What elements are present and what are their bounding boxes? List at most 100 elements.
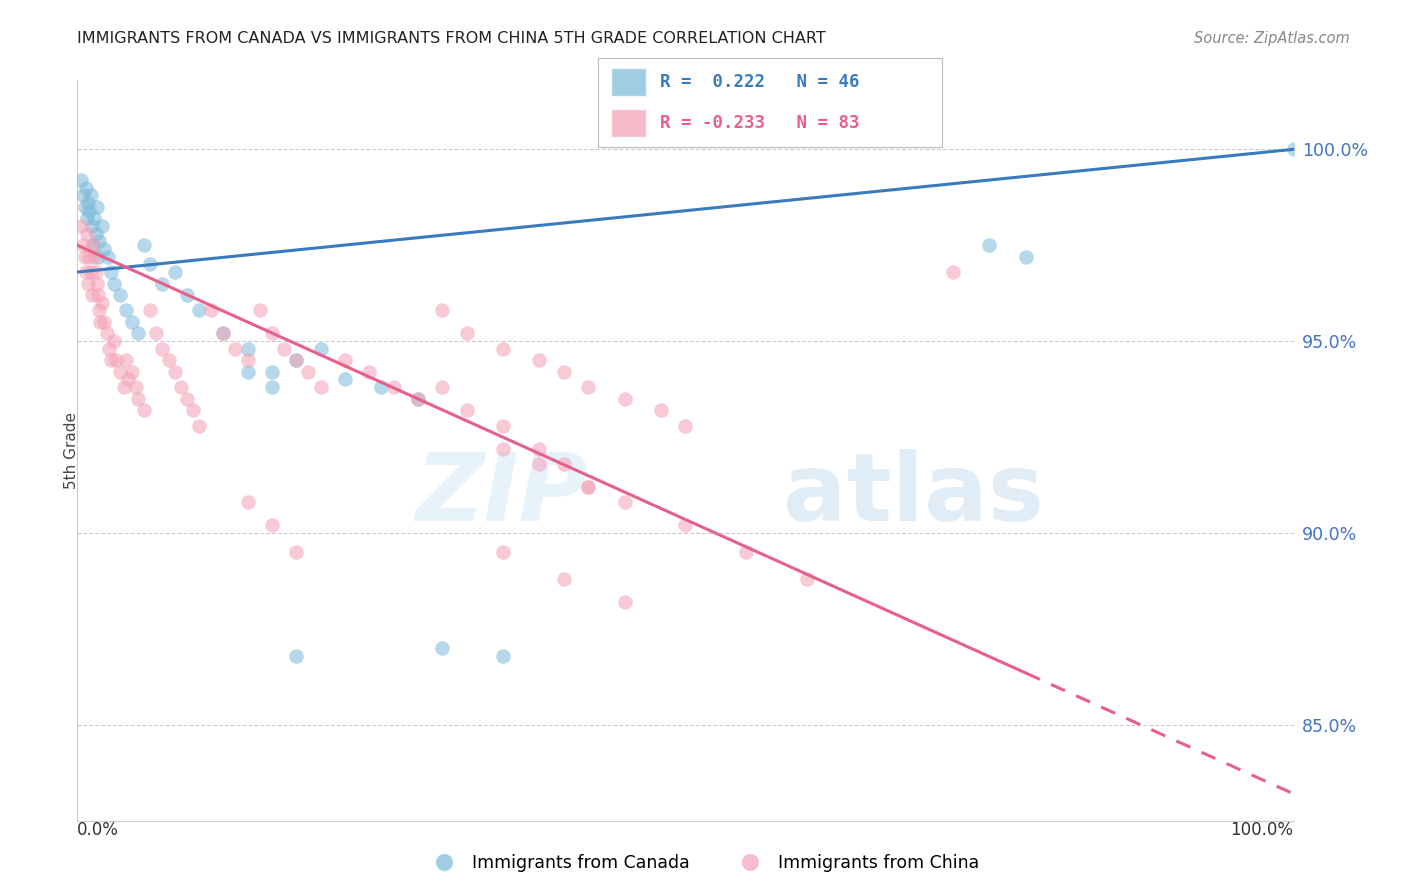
Point xyxy=(80,265,103,279)
Point xyxy=(529,457,551,471)
Text: atlas: atlas xyxy=(783,449,1043,541)
Point xyxy=(115,353,138,368)
Point xyxy=(80,188,103,202)
Point xyxy=(333,353,356,368)
Point xyxy=(430,303,453,318)
Text: R =  0.222   N = 46: R = 0.222 N = 46 xyxy=(659,73,859,91)
Point xyxy=(83,250,105,264)
Point xyxy=(553,365,575,379)
Point xyxy=(115,303,138,318)
Point xyxy=(121,365,143,379)
Point xyxy=(188,303,211,318)
Point xyxy=(285,353,308,368)
Point xyxy=(1015,250,1038,264)
Point xyxy=(333,372,356,386)
Point xyxy=(553,457,575,471)
Point xyxy=(77,196,100,211)
Point xyxy=(188,418,211,433)
Point xyxy=(200,303,222,318)
Point xyxy=(492,418,515,433)
Point xyxy=(406,392,429,406)
Point xyxy=(76,211,98,226)
Point xyxy=(87,250,110,264)
Point xyxy=(1282,142,1305,156)
Point xyxy=(236,342,259,356)
Point xyxy=(942,265,965,279)
Point xyxy=(82,238,104,252)
Text: IMMIGRANTS FROM CANADA VS IMMIGRANTS FROM CHINA 5TH GRADE CORRELATION CHART: IMMIGRANTS FROM CANADA VS IMMIGRANTS FRO… xyxy=(77,31,827,46)
Point xyxy=(176,392,198,406)
Text: R = -0.233   N = 83: R = -0.233 N = 83 xyxy=(659,114,859,132)
Point xyxy=(80,288,103,302)
Point xyxy=(152,277,174,291)
Point xyxy=(84,227,107,241)
Point xyxy=(89,303,111,318)
Point xyxy=(260,380,283,394)
Y-axis label: 5th Grade: 5th Grade xyxy=(65,412,79,489)
Point xyxy=(100,353,122,368)
Point xyxy=(93,315,115,329)
Point xyxy=(97,342,120,356)
Point xyxy=(260,326,283,341)
Point xyxy=(370,380,392,394)
Point xyxy=(236,495,259,509)
Point xyxy=(77,277,100,291)
Point xyxy=(796,572,818,586)
Point xyxy=(529,353,551,368)
Point xyxy=(212,326,235,341)
Point xyxy=(125,380,148,394)
Point xyxy=(79,203,101,218)
FancyBboxPatch shape xyxy=(612,109,645,137)
Point xyxy=(72,188,94,202)
Point xyxy=(139,303,162,318)
Point xyxy=(553,572,575,586)
Point xyxy=(285,353,308,368)
Point xyxy=(297,365,319,379)
Point xyxy=(224,342,246,356)
Point xyxy=(157,353,180,368)
Point xyxy=(89,235,111,249)
Point xyxy=(359,365,381,379)
Point xyxy=(90,219,112,233)
Point xyxy=(430,640,453,655)
Point xyxy=(105,353,128,368)
Point xyxy=(273,342,295,356)
Legend: Immigrants from Canada, Immigrants from China: Immigrants from Canada, Immigrants from … xyxy=(420,847,986,879)
Point xyxy=(492,648,515,663)
Point xyxy=(84,265,107,279)
Point xyxy=(163,265,186,279)
Point xyxy=(212,326,235,341)
Point xyxy=(260,518,283,533)
Text: ZIP: ZIP xyxy=(415,449,588,541)
Point xyxy=(145,326,167,341)
Point xyxy=(456,403,478,417)
Point xyxy=(613,495,636,509)
Point xyxy=(285,545,308,559)
Point xyxy=(382,380,405,394)
Point xyxy=(249,303,271,318)
Point xyxy=(73,200,96,214)
Point xyxy=(529,442,551,456)
Point xyxy=(576,380,599,394)
Point xyxy=(96,326,118,341)
Point xyxy=(236,365,259,379)
Point xyxy=(613,392,636,406)
Point xyxy=(83,211,105,226)
FancyBboxPatch shape xyxy=(612,68,645,96)
Point xyxy=(108,288,131,302)
Point xyxy=(70,173,93,187)
Point xyxy=(73,250,96,264)
Point xyxy=(735,545,758,559)
Point xyxy=(163,365,186,379)
Point xyxy=(675,418,697,433)
Point xyxy=(103,334,125,348)
Point xyxy=(89,315,111,329)
Point xyxy=(127,326,149,341)
Point xyxy=(75,265,97,279)
Point xyxy=(492,442,515,456)
Text: Source: ZipAtlas.com: Source: ZipAtlas.com xyxy=(1194,31,1350,46)
Point xyxy=(181,403,204,417)
Point xyxy=(93,242,115,256)
Point xyxy=(80,219,103,233)
Point xyxy=(86,200,108,214)
